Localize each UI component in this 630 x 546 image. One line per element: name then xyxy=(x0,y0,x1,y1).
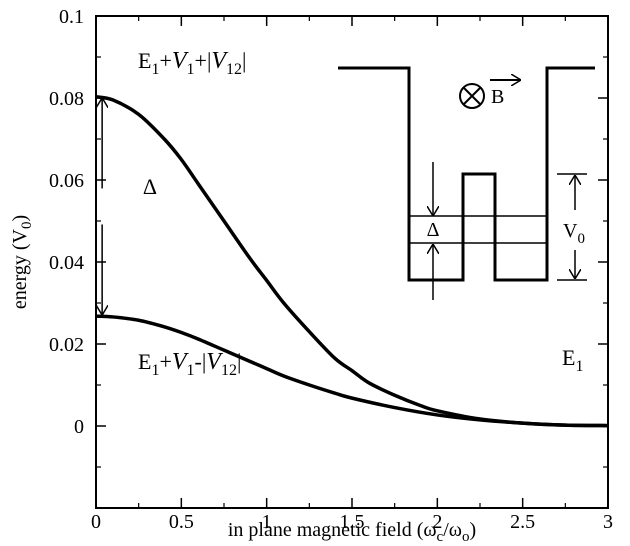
quantum-well-inset: B Δ V0 xyxy=(338,66,595,300)
upper-energy-curve xyxy=(95,95,609,428)
well-potential-profile xyxy=(338,66,595,282)
y-tick-label: 0.08 xyxy=(49,88,84,110)
x-tick-label: 3 xyxy=(603,511,613,533)
plot-frame xyxy=(95,15,609,509)
b-field-cross-line-b xyxy=(463,87,481,105)
axis-ticks xyxy=(95,15,609,508)
b-field-label: B xyxy=(491,86,504,108)
upper-curve-label: E1+V1+|V12| xyxy=(138,48,246,78)
lower-curve-label: E1+V1-|V12| xyxy=(138,349,241,379)
y-tick-label: 0.06 xyxy=(49,170,84,192)
x-tick-label: 1.5 xyxy=(340,511,365,533)
y-axis-title: energy (V0) xyxy=(9,215,35,309)
e1-label: E1 xyxy=(562,345,583,375)
delta-gap-label: Δ xyxy=(143,174,157,199)
y-tick-label: 0.02 xyxy=(49,334,84,356)
x-axis-title: in plane magnetic field (ωc/ωo) xyxy=(228,519,476,545)
y-tick-label: 0.04 xyxy=(49,252,84,274)
inset-delta-label: Δ xyxy=(427,219,440,241)
y-tick-label: 0 xyxy=(74,416,84,438)
x-tick-label: 2 xyxy=(432,511,442,533)
x-tick-label: 1 xyxy=(262,511,272,533)
y-tick-label: 0.1 xyxy=(59,6,84,28)
lower-energy-curve xyxy=(95,314,609,428)
x-tick-label: 0.5 xyxy=(169,511,194,533)
v0-label: V0 xyxy=(563,220,585,247)
x-tick-label: 0 xyxy=(91,511,101,533)
x-tick-label: 2.5 xyxy=(510,511,535,533)
tick-labels: 0 0.5 1 1.5 2 2.5 3 0 0.02 0.04 0.06 0.08 0.1 xyxy=(49,6,613,533)
b-field-into-page-icon xyxy=(459,83,485,109)
curves xyxy=(95,95,609,428)
